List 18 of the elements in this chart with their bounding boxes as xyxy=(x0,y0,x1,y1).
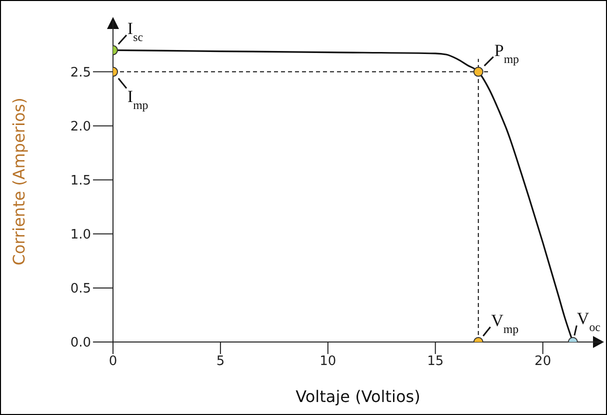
annotation: V$_{oc}$ xyxy=(576,309,600,334)
annotation: I$_{sc}$ xyxy=(127,19,143,44)
y-tick-label: 1.5 xyxy=(70,173,91,188)
annotation: I$_{mp}$ xyxy=(127,86,148,112)
x-tick-label: 10 xyxy=(320,354,336,370)
y-tick-label: 0.5 xyxy=(70,282,91,297)
annotation: V$_{mp}$ xyxy=(491,311,519,336)
x-tick-label: 0 xyxy=(108,354,118,370)
annotation: P$_{mp}$ xyxy=(494,40,520,66)
x-axis-title: Voltaje (Voltios) xyxy=(296,387,420,406)
y-tick-label: 1.0 xyxy=(70,228,91,243)
x-tick-label: 15 xyxy=(427,354,444,370)
y-tick-label: 0.0 xyxy=(70,336,91,351)
y-axis-title: Corriente (Amperios) xyxy=(10,98,29,266)
x-tick-label: 20 xyxy=(534,354,552,370)
y-tick-label: 2.0 xyxy=(70,119,91,134)
x-tick-label: 5 xyxy=(216,354,225,370)
y-tick-label: 2.5 xyxy=(70,65,91,80)
